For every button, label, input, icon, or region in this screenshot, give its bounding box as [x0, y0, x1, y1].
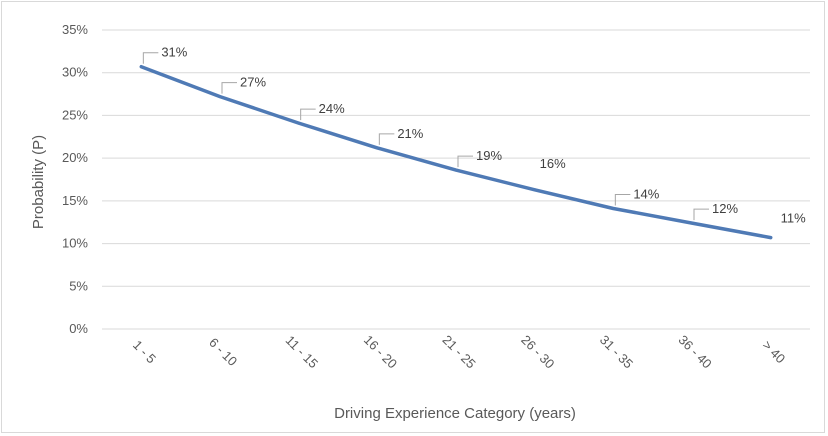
- data-label: 24%: [319, 101, 345, 116]
- leader-line: [378, 133, 395, 145]
- x-axis-title: Driving Experience Category (years): [334, 405, 576, 422]
- y-tick-label: 35%: [62, 22, 88, 37]
- leader-line: [614, 194, 631, 206]
- y-tick-label: 10%: [62, 236, 88, 251]
- y-tick-label: 30%: [62, 65, 88, 80]
- x-tick-label: 26 - 30: [518, 332, 557, 371]
- y-tick-label: 0%: [69, 321, 88, 336]
- leader-line: [693, 208, 709, 221]
- x-tick-label: 16 - 20: [361, 332, 400, 371]
- x-tick-label: > 40: [759, 337, 788, 366]
- x-tick-label: 6 - 10: [206, 335, 240, 369]
- data-point: [690, 221, 694, 225]
- data-label: 27%: [240, 75, 266, 90]
- y-axis-ticks: 0% 5% 10% 15% 20% 25% 30% 35%: [62, 22, 88, 336]
- y-tick-label: 15%: [62, 193, 88, 208]
- leader-line: [457, 155, 473, 168]
- data-label: 19%: [476, 148, 502, 163]
- series-layer: [139, 64, 773, 240]
- data-label: 12%: [712, 201, 738, 216]
- data-label: 16%: [540, 156, 566, 171]
- data-point: [139, 65, 143, 69]
- x-axis-ticks: 1 - 5 6 - 10 11 - 15 16 - 20 21 - 25 26 - 30 3…: [130, 332, 788, 371]
- x-tick-label: 31 - 35: [597, 332, 636, 371]
- data-point: [533, 188, 537, 192]
- x-tick-label: 1 - 5: [130, 337, 159, 366]
- y-tick-label: 5%: [69, 278, 88, 293]
- data-point: [611, 207, 615, 211]
- data-label: 31%: [161, 45, 187, 60]
- series-line: [139, 64, 773, 240]
- data-point: [297, 121, 301, 125]
- data-labels: 31% 27% 24% 21% 19% 16% 14% 12% 11%: [142, 45, 806, 226]
- x-tick-label: 36 - 40: [676, 332, 715, 371]
- x-tick-label: 11 - 15: [283, 333, 322, 372]
- y-tick-label: 25%: [62, 107, 88, 122]
- data-point: [218, 95, 222, 99]
- x-tick-label: 21 - 25: [440, 332, 479, 371]
- data-label: 14%: [633, 187, 659, 202]
- data-label: 21%: [397, 126, 423, 141]
- leader-line: [142, 52, 159, 64]
- data-point: [375, 146, 379, 150]
- gridlines: [102, 29, 810, 330]
- y-tick-label: 20%: [62, 150, 88, 165]
- leader-line: [300, 108, 316, 121]
- leader-line: [221, 82, 237, 94]
- data-point: [769, 236, 773, 240]
- data-label: 11%: [781, 211, 806, 226]
- data-point: [454, 168, 458, 172]
- y-axis-title: Probability (P): [30, 135, 47, 229]
